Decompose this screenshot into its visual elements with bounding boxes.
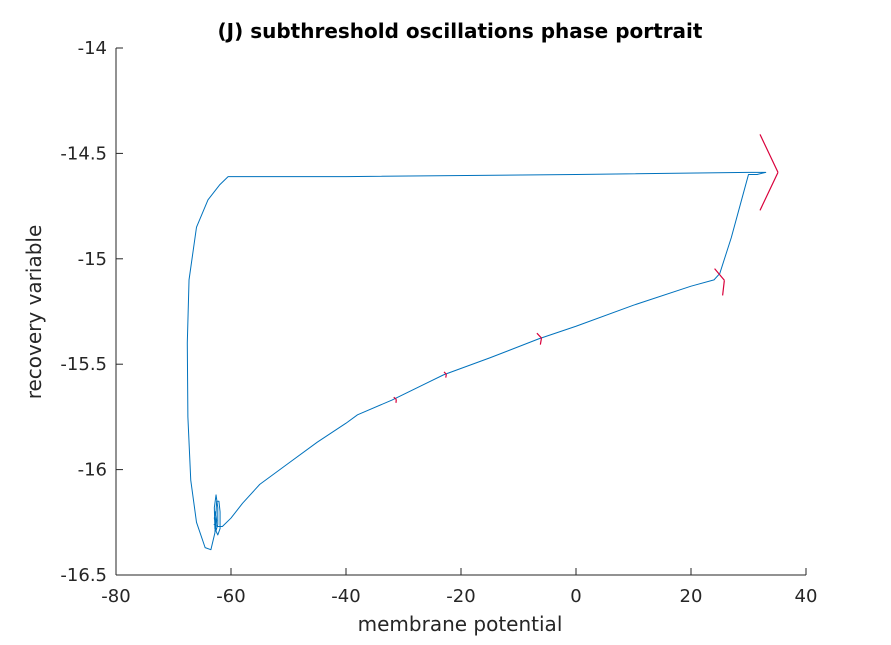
direction-arrow [536,332,543,345]
chart-title: (J) subthreshold oscillations phase port… [218,19,703,43]
y-tick-label: -14 [78,38,107,59]
x-tick-label: -20 [446,586,475,607]
trajectory-layer [186,171,767,551]
direction-arrow [443,371,447,378]
direction-arrow [714,268,725,296]
x-tick-label: 20 [680,586,703,607]
trajectory-line [186,171,767,551]
x-tick-label: -60 [216,586,245,607]
y-axis-label: recovery variable [22,225,46,400]
arrow-layer [393,134,779,403]
y-tick-label: -16.5 [60,565,107,586]
y-tick-label: -15 [78,249,107,270]
direction-arrow [393,396,397,403]
x-tick-label: 40 [795,586,818,607]
x-tick-label: -80 [101,586,130,607]
y-tick-label: -14.5 [60,143,107,164]
y-tick-label: -15.5 [60,354,107,375]
axes-layer: -80 -60 -40 -20 0 20 40 -16.5 -16 -15.5 -15 -14.5 -1… [60,38,817,607]
direction-arrow [759,134,779,211]
x-tick-label: 0 [570,586,581,607]
x-axis-label: membrane potential [358,612,563,636]
y-tick-label: -16 [78,460,107,481]
x-tick-label: -40 [331,586,360,607]
